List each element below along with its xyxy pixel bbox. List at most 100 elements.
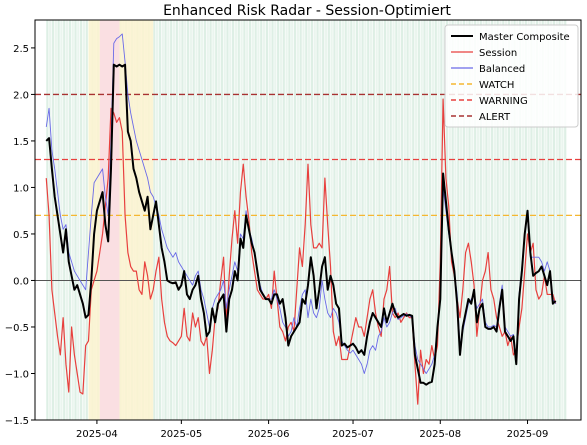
session-stripe — [243, 20, 246, 420]
session-stripe — [299, 20, 302, 420]
session-stripe — [482, 20, 485, 420]
session-stripe — [313, 20, 316, 420]
session-stripe — [288, 20, 291, 420]
session-stripe — [51, 20, 55, 420]
session-stripe — [257, 20, 260, 420]
session-stripe — [54, 20, 57, 420]
session-stripe — [420, 20, 423, 420]
session-stripe — [561, 20, 564, 420]
session-stripe — [493, 20, 496, 420]
session-stripe — [215, 20, 218, 420]
y-tick-label: −1.5 — [5, 416, 29, 427]
session-stripe — [206, 20, 209, 420]
session-stripe — [170, 20, 173, 420]
plot-frame — [34, 19, 582, 421]
session-stripe — [468, 20, 471, 420]
y-tick-label: −0.5 — [5, 323, 29, 334]
session-stripe — [274, 20, 277, 420]
session-stripe — [513, 20, 516, 420]
session-stripe — [462, 20, 466, 420]
session-stripe — [192, 20, 195, 420]
session-stripe — [175, 20, 178, 420]
session-stripe — [172, 20, 176, 420]
x-axis: 2025-04 2025-05 2025-06 2025-07 2025-08 2025-… — [76, 420, 548, 440]
session-stripe — [195, 20, 198, 420]
session-stripe — [305, 20, 308, 420]
session-stripe — [209, 20, 212, 420]
session-stripe — [338, 20, 342, 420]
session-stripe — [265, 20, 268, 420]
x-tick-label: 2025-09 — [507, 429, 549, 440]
legend-label: ALERT — [479, 112, 511, 123]
session-stripe — [372, 20, 375, 420]
session-stripe — [459, 20, 463, 420]
x-tick-label: 2025-05 — [160, 429, 202, 440]
session-stripe — [212, 20, 215, 420]
session-stripe — [203, 20, 207, 420]
session-stripe — [308, 20, 311, 420]
session-stripe — [49, 20, 52, 420]
session-stripe — [358, 20, 361, 420]
y-tick-label: 0.5 — [13, 230, 29, 241]
session-stripe — [316, 20, 319, 420]
session-stripe — [347, 20, 350, 420]
session-stripe — [310, 20, 314, 420]
session-stripe — [496, 20, 499, 420]
session-stripe — [409, 20, 412, 420]
session-stripe — [285, 20, 288, 420]
legend-label: WATCH — [479, 80, 514, 91]
session-stripe — [519, 20, 522, 420]
session-stripe — [457, 20, 460, 420]
session-stripe — [381, 20, 384, 420]
session-stripe — [516, 20, 519, 420]
session-stripe — [226, 20, 229, 420]
y-tick-label: −1.0 — [5, 369, 29, 380]
session-stripe — [65, 20, 69, 420]
session-stripe — [167, 20, 170, 420]
session-stripe — [333, 20, 336, 420]
session-stripe — [296, 20, 299, 420]
session-stripe — [161, 20, 164, 420]
x-tick-label: 2025-08 — [419, 429, 461, 440]
series-line-master-composite — [45, 63, 557, 386]
session-stripe — [277, 20, 280, 420]
session-stripe — [189, 20, 193, 420]
session-stripe — [164, 20, 167, 420]
session-stripe — [336, 20, 339, 420]
session-stripe — [353, 20, 356, 420]
session-stripe — [499, 20, 502, 420]
session-stripe — [327, 20, 330, 420]
session-stripe — [465, 20, 468, 420]
session-stripe — [403, 20, 406, 420]
session-stripe — [291, 20, 294, 420]
session-stripe — [434, 20, 437, 420]
session-stripe — [555, 20, 558, 420]
session-stripe — [324, 20, 328, 420]
x-tick-label: 2025-04 — [76, 429, 118, 440]
session-stripe — [268, 20, 271, 420]
session-stripe — [302, 20, 305, 420]
legend-label: Master Composite — [479, 32, 570, 43]
session-stripe — [471, 20, 474, 420]
session-stripe — [367, 20, 370, 420]
x-tick-label: 2025-06 — [248, 429, 290, 440]
session-stripe — [541, 20, 544, 420]
session-stripe — [240, 20, 243, 420]
session-stripe — [330, 20, 333, 420]
session-stripe — [355, 20, 359, 420]
y-tick-label: 0.0 — [13, 276, 29, 287]
session-stripe — [217, 20, 221, 420]
session-stripe — [82, 20, 86, 420]
session-stripe — [68, 20, 71, 420]
session-stripe — [429, 20, 432, 420]
session-stripe — [223, 20, 226, 420]
session-stripe — [74, 20, 77, 420]
session-stripe — [521, 20, 525, 420]
session-stripe — [454, 20, 457, 420]
session-stripe — [319, 20, 322, 420]
session-stripe — [538, 20, 541, 420]
series-lines — [45, 33, 557, 405]
session-stripe — [279, 20, 283, 420]
session-stripe — [80, 20, 83, 420]
